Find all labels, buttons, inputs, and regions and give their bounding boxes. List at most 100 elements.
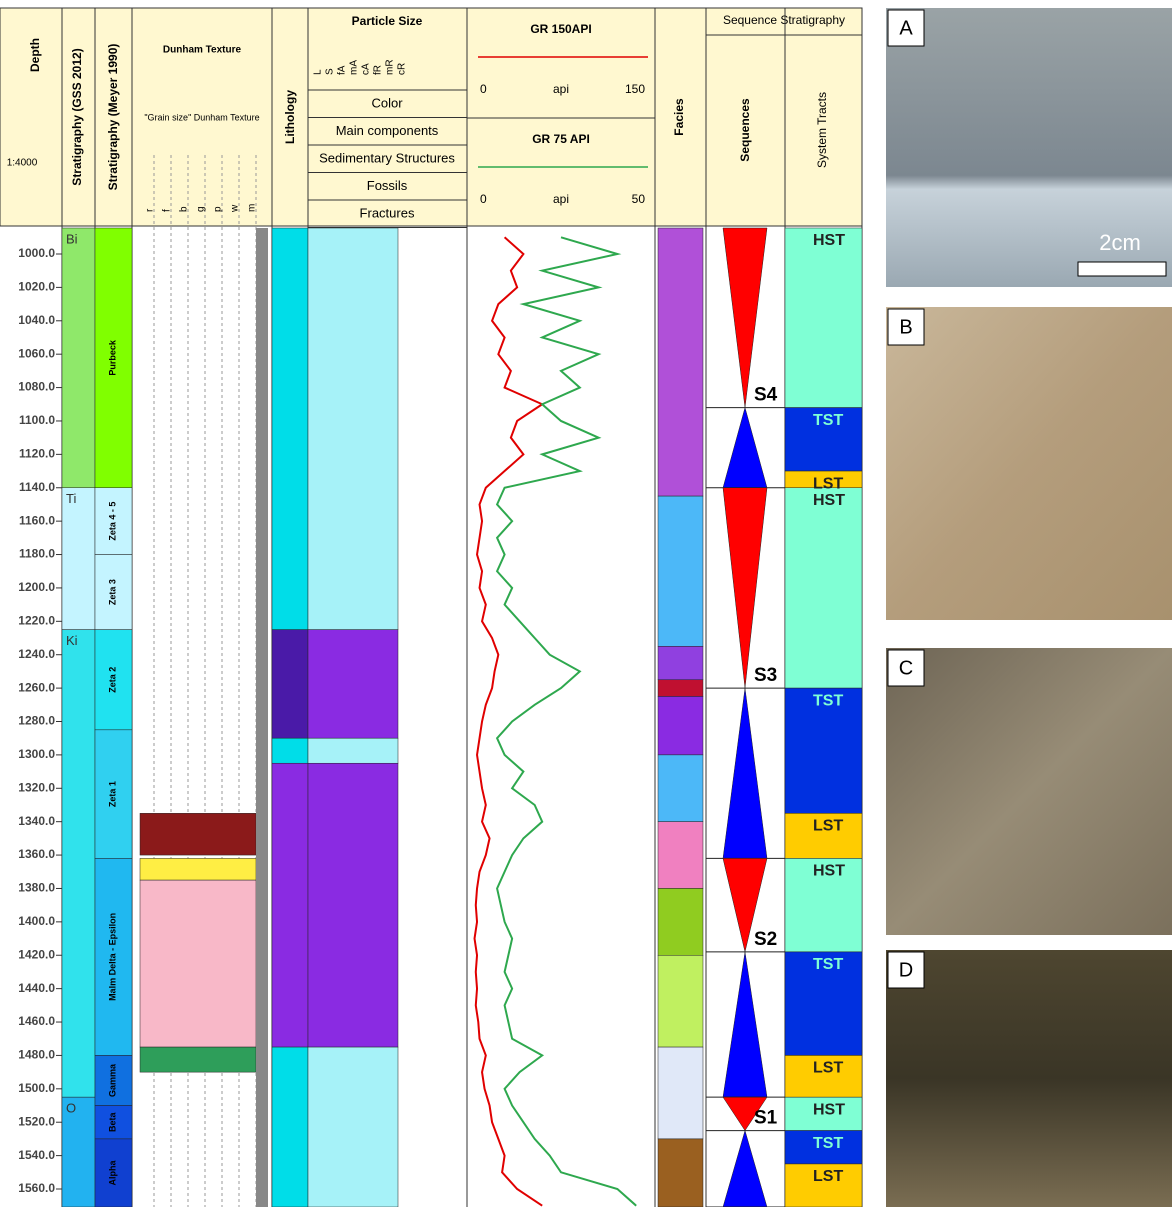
core-photo: [886, 648, 1172, 935]
depth-label: 1560.0: [18, 1181, 55, 1195]
depth-label: 1000.0: [18, 246, 55, 260]
core-photo: [886, 950, 1172, 1207]
facies-zone: [658, 1047, 703, 1139]
depth-label: 1540.0: [18, 1148, 55, 1162]
tract-label: HST: [813, 1101, 845, 1118]
depth-label: 1080.0: [18, 380, 55, 394]
depth-label: 1160.0: [19, 513, 55, 527]
property-label: Fossils: [367, 178, 408, 193]
meyer-label: Alpha: [107, 1159, 117, 1185]
gr-curve: [497, 237, 636, 1205]
class-label: cA: [361, 63, 372, 75]
depth-label: 1100.0: [19, 413, 55, 427]
gss-label: Bi: [66, 231, 78, 246]
texture-strip: [256, 228, 268, 1207]
figure: Depth 1:4000 Stratigraphy (GSS 2012) Str…: [0, 0, 1172, 1207]
gss-unit: [62, 228, 95, 488]
meyer-label: Gamma: [107, 1063, 117, 1097]
class-label: f: [162, 209, 173, 212]
tract-label: TST: [813, 1135, 843, 1152]
scale-label: 2cm: [1099, 230, 1141, 255]
tract-label: HST: [813, 492, 845, 509]
facies-zone: [658, 888, 703, 955]
dunham-zone: [140, 880, 256, 1047]
gss-unit: [62, 630, 95, 1098]
gss-label: Ki: [66, 633, 78, 648]
log-title: GR 150API: [530, 22, 591, 36]
sequence-label: S3: [754, 665, 777, 686]
tract-label: HST: [813, 232, 845, 249]
facies-zone: [658, 1139, 703, 1207]
depth-label: 1340.0: [18, 814, 55, 828]
depth-label: 1220.0: [18, 613, 55, 627]
depth-label: 1360.0: [18, 847, 55, 861]
meyer-label: Zeta 1: [107, 781, 117, 807]
system-tract: [785, 228, 862, 408]
property-label: Main components: [336, 123, 439, 138]
class-label: S: [325, 68, 336, 75]
depth-label: 1240.0: [18, 647, 55, 661]
meyer-label: Zeta 4 - 5: [107, 502, 117, 541]
facies-zone: [658, 755, 703, 822]
depth-label: 1500.0: [18, 1081, 55, 1095]
header-cell: Depth: [28, 38, 42, 72]
photo-label: B: [899, 316, 912, 338]
depth-label: 1060.0: [18, 346, 55, 360]
tract-label: HST: [813, 863, 845, 880]
class-label: p: [213, 206, 224, 212]
depth-label: 1280.0: [18, 714, 55, 728]
sequence-triangle: [723, 228, 767, 408]
depth-label: 1480.0: [18, 1048, 55, 1062]
sequence-label: S1: [754, 1108, 778, 1129]
depth-label: 1320.0: [18, 780, 55, 794]
facies-zone: [658, 680, 703, 697]
depth-label: 1120.0: [19, 447, 55, 461]
class-label: L: [313, 69, 324, 75]
depth-label: 1180.0: [19, 547, 55, 561]
sequence-triangle: [723, 488, 767, 688]
header-cell: Stratigraphy (GSS 2012): [70, 48, 84, 185]
gss-label: O: [66, 1101, 76, 1116]
depth-label: 1440.0: [18, 981, 55, 995]
scale-min: 0: [480, 192, 487, 206]
header-cell: Dunham Texture: [163, 45, 242, 56]
header-cell: Facies: [672, 98, 686, 136]
log-title: GR 75 API: [532, 132, 590, 146]
lithology-zone: [272, 228, 308, 630]
gss-label: Ti: [66, 491, 76, 506]
depth-label: 1420.0: [18, 947, 55, 961]
sequence-triangle: [723, 688, 767, 858]
tract-label: TST: [813, 412, 843, 429]
meyer-label: Zeta 2: [107, 667, 117, 693]
meyer-label: Purbeck: [107, 339, 117, 376]
property-label: Color: [371, 95, 403, 110]
photo-label: C: [899, 657, 913, 679]
sequence-triangle: [723, 408, 767, 488]
sequence-triangle: [723, 952, 767, 1097]
class-label: mA: [349, 60, 360, 75]
property-label: Sedimentary Structures: [319, 150, 455, 165]
facies-zone: [658, 822, 703, 889]
class-label: m: [247, 204, 258, 212]
particle-zone: [308, 738, 398, 763]
facies-zone: [658, 496, 703, 646]
dunham-zone: [140, 858, 256, 880]
meyer-label: Beta: [107, 1111, 117, 1132]
meyer-label: Malm Delta - Epsilon: [107, 913, 117, 1001]
gr-curve: [475, 237, 543, 1205]
sequence-label: S4: [754, 385, 778, 406]
header-cell: "Grain size" Dunham Texture: [144, 112, 259, 122]
photo-label: A: [899, 17, 913, 39]
dunham-zone: [140, 813, 256, 855]
header-cell: System Tracts: [815, 92, 829, 168]
depth-label: 1520.0: [18, 1114, 55, 1128]
class-label: fA: [337, 65, 348, 75]
property-label: Fractures: [360, 205, 415, 220]
tract-label: LST: [813, 1168, 843, 1185]
class-label: g: [196, 206, 207, 212]
particle-zone: [308, 630, 398, 739]
gss-unit: [62, 488, 95, 630]
system-tract: [785, 488, 862, 688]
scale-min: 0: [480, 82, 487, 96]
dunham-zone: [140, 1047, 256, 1072]
